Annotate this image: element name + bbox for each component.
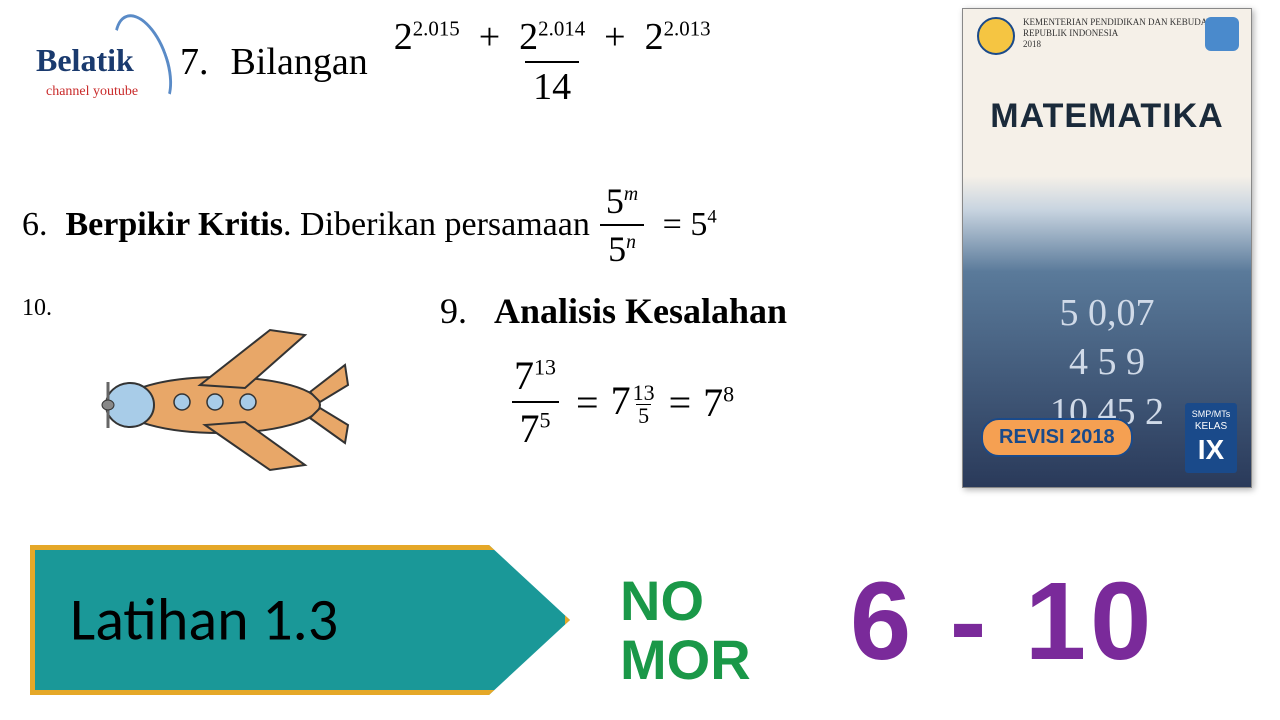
q7-number: 7. <box>180 40 209 84</box>
airplane-icon <box>70 310 350 480</box>
logo-subtitle: channel youtube <box>46 84 138 100</box>
q7-denominator: 14 <box>525 61 579 109</box>
q9-title: Analisis Kesalahan <box>494 291 787 331</box>
q9-lhs-fraction: 713 75 <box>506 352 564 452</box>
question-range: 6 - 10 <box>850 558 1155 685</box>
q10-number: 10. <box>22 295 52 322</box>
banner-text: Latihan 1.3 <box>70 584 338 657</box>
q6-number: 6. <box>22 206 48 244</box>
question-7: 7. Bilangan 22.015 + 22.014 + 22.013 14 <box>180 15 719 109</box>
q9-number: 9. <box>440 290 467 332</box>
q7-numerator: 22.015 + 22.014 + 22.013 <box>386 15 719 61</box>
q6-equals: = <box>654 206 690 244</box>
logo-brand: Belatik <box>36 42 134 79</box>
q7-fraction: 22.015 + 22.014 + 22.013 14 <box>386 15 719 109</box>
q6-fraction: 5m 5n <box>598 180 646 270</box>
question-6: 6. Berpikir Kritis. Diberikan persamaan … <box>22 180 717 270</box>
nomor-label: NO MOR <box>620 572 751 690</box>
channel-logo: Belatik channel youtube <box>18 12 158 142</box>
exercise-banner: Latihan 1.3 <box>30 545 570 695</box>
q9-mid: 7 13 5 <box>611 377 657 427</box>
q6-rhs: 54 <box>690 206 716 244</box>
emblem-icon <box>977 17 1015 55</box>
grade-badge: SMP/MTs KELAS IX <box>1185 403 1237 473</box>
question-9: 9. Analisis Kesalahan 713 75 = 7 13 5 = … <box>440 290 787 452</box>
curriculum-icon <box>1205 17 1239 51</box>
q9-equation: 713 75 = 7 13 5 = 78 <box>500 352 787 452</box>
revision-badge: REVISI 2018 <box>981 418 1133 457</box>
textbook-cover: KEMENTERIAN PENDIDIKAN DAN KEBUDAYAAN RE… <box>962 8 1252 488</box>
q6-text: . Diberikan persamaan <box>283 206 590 243</box>
book-title: MATEMATIKA <box>963 97 1251 136</box>
q6-title: Berpikir Kritis <box>66 206 284 243</box>
q9-rhs: 78 <box>703 379 734 426</box>
q7-word: Bilangan <box>231 40 368 84</box>
